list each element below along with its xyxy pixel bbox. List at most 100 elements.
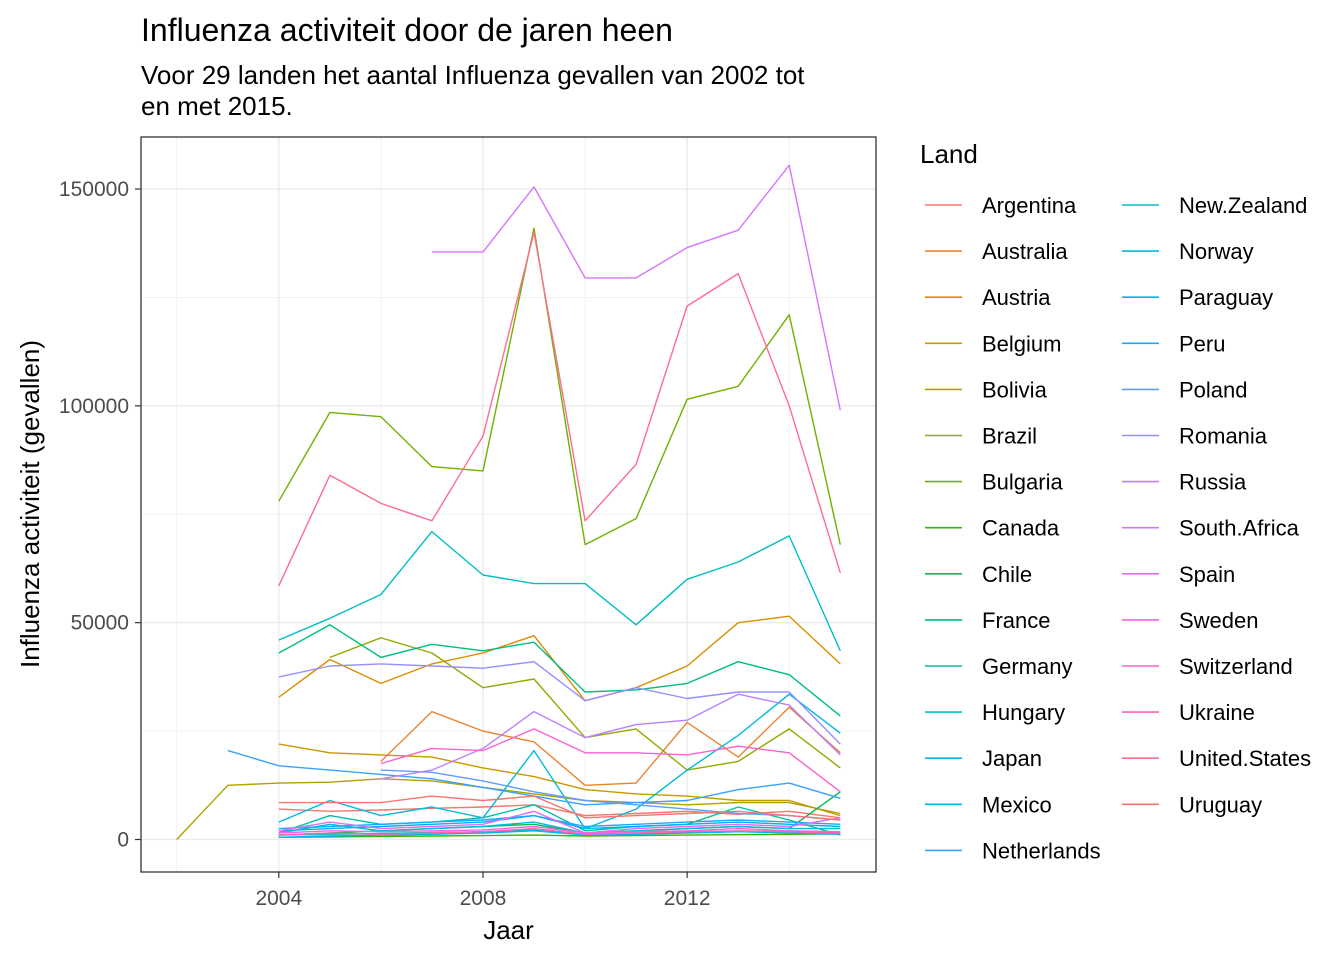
panel-border xyxy=(140,136,877,873)
legend-label: Chile xyxy=(982,562,1032,587)
series-line-bolivia xyxy=(176,778,841,840)
y-axis-title: Influenza activiteit (gevallen) xyxy=(15,340,45,668)
legend-item-spain: Spain xyxy=(1122,562,1235,587)
x-tick-label: 2012 xyxy=(664,887,711,910)
legend-item-russia: Russia xyxy=(1122,470,1247,495)
legend-label: New.Zealand xyxy=(1179,193,1307,218)
legend-item-belgium: Belgium xyxy=(925,331,1061,356)
legend-item-canada: Canada xyxy=(925,516,1060,541)
chart-subtitle-line-1: Voor 29 landen het aantal Influenza geva… xyxy=(141,60,805,90)
legend-label: Brazil xyxy=(982,424,1037,449)
legend-item-france: France xyxy=(925,608,1050,633)
series-line-switzerland xyxy=(380,728,841,793)
legend-item-netherlands: Netherlands xyxy=(925,838,1101,863)
series-line-spain xyxy=(278,810,841,834)
legend-item-united-states: United.States xyxy=(1122,746,1311,771)
legend-label: Argentina xyxy=(982,193,1077,218)
legend-label: Spain xyxy=(1179,562,1235,587)
y-tick-label: 150000 xyxy=(59,178,129,201)
x-axis: 2004 2008 2012 xyxy=(255,872,711,910)
legend-label: Austria xyxy=(982,285,1051,310)
legend-label: Poland xyxy=(1179,377,1248,402)
legend-item-japan: Japan xyxy=(925,746,1042,771)
legend-item-poland: Poland xyxy=(1122,377,1248,402)
y-tick-label: 50000 xyxy=(71,612,129,635)
legend-item-chile: Chile xyxy=(925,562,1032,587)
legend-label: Germany xyxy=(982,654,1072,679)
legend-item-romania: Romania xyxy=(1122,424,1268,449)
series-line-uruguay xyxy=(278,795,841,821)
legend-item-argentina: Argentina xyxy=(925,193,1077,218)
y-tick-label: 100000 xyxy=(59,395,129,418)
legend-item-germany: Germany xyxy=(925,654,1072,679)
y-axis: 0 50000 100000 150000 xyxy=(59,178,141,851)
legend-label: Paraguay xyxy=(1179,285,1273,310)
chart-subtitle-line-2: en met 2015. xyxy=(141,91,293,121)
legend-item-hungary: Hungary xyxy=(925,700,1065,725)
legend-label: Mexico xyxy=(982,792,1052,817)
legend-item-mexico: Mexico xyxy=(925,792,1052,817)
legend-item-south-africa: South.Africa xyxy=(1122,516,1300,541)
series-line-norway xyxy=(278,821,841,834)
series-line-russia xyxy=(380,693,841,780)
series-line-austria xyxy=(278,615,841,702)
x-tick-label: 2004 xyxy=(255,887,302,910)
legend-label: Canada xyxy=(982,516,1060,541)
series-line-peru xyxy=(278,814,841,830)
series-line-hungary xyxy=(278,530,841,652)
legend-label: Belgium xyxy=(982,331,1061,356)
legend-label: Uruguay xyxy=(1179,792,1262,817)
legend-item-australia: Australia xyxy=(925,239,1068,264)
legend-label: Norway xyxy=(1179,239,1254,264)
legend-label: South.Africa xyxy=(1179,516,1300,541)
x-tick-label: 2008 xyxy=(460,887,507,910)
plot-panel xyxy=(140,136,877,873)
legend-item-norway: Norway xyxy=(1122,239,1254,264)
legend-label: Sweden xyxy=(1179,608,1259,633)
legend-label: Russia xyxy=(1179,470,1247,495)
y-tick-label: 0 xyxy=(117,828,129,851)
series-line-australia xyxy=(380,706,841,786)
legend-item-uruguay: Uruguay xyxy=(1122,792,1262,817)
legend-item-brazil: Brazil xyxy=(925,424,1037,449)
chart-title: Influenza activiteit door de jaren heen xyxy=(141,12,673,48)
legend-label: Netherlands xyxy=(982,838,1101,863)
legend-label: Bulgaria xyxy=(982,470,1063,495)
legend-label: Australia xyxy=(982,239,1068,264)
series-line-japan xyxy=(278,693,841,830)
series-line-canada xyxy=(278,833,841,838)
series-line-sweden xyxy=(278,825,841,834)
legend-label: Switzerland xyxy=(1179,654,1293,679)
legend-label: Ukraine xyxy=(1179,700,1255,725)
legend-item-sweden: Sweden xyxy=(1122,608,1259,633)
series-line-united-states xyxy=(278,231,841,587)
series-line-romania xyxy=(278,661,841,745)
legend-item-bulgaria: Bulgaria xyxy=(925,470,1063,495)
series-line-germany xyxy=(278,804,841,836)
legend-label: Hungary xyxy=(982,700,1065,725)
series-line-belgium xyxy=(278,743,841,817)
legend-item-peru: Peru xyxy=(1122,331,1225,356)
legend-item-switzerland: Switzerland xyxy=(1122,654,1293,679)
legend-item-ukraine: Ukraine xyxy=(1122,700,1255,725)
legend-title: Land xyxy=(920,139,978,169)
series-line-ukraine xyxy=(278,827,841,836)
legend-item-paraguay: Paraguay xyxy=(1122,285,1273,310)
legend-label: Peru xyxy=(1179,331,1225,356)
series-line-bulgaria xyxy=(278,227,841,546)
series-line-poland xyxy=(380,769,841,821)
legend-item-bolivia: Bolivia xyxy=(925,377,1048,402)
legend-label: Japan xyxy=(982,746,1042,771)
series-line-paraguay xyxy=(278,830,841,838)
legend-label: United.States xyxy=(1179,746,1311,771)
legend-item-new-zealand: New.Zealand xyxy=(1122,193,1307,218)
legend: Argentina Australia Austria Belgium Bolivia B… xyxy=(925,193,1311,863)
legend-label: France xyxy=(982,608,1050,633)
panel-background xyxy=(141,137,876,872)
legend-item-austria: Austria xyxy=(925,285,1051,310)
legend-label: Romania xyxy=(1179,424,1268,449)
series-line-france xyxy=(278,624,841,717)
legend-label: Bolivia xyxy=(982,377,1048,402)
series-line-south-africa xyxy=(431,164,841,411)
